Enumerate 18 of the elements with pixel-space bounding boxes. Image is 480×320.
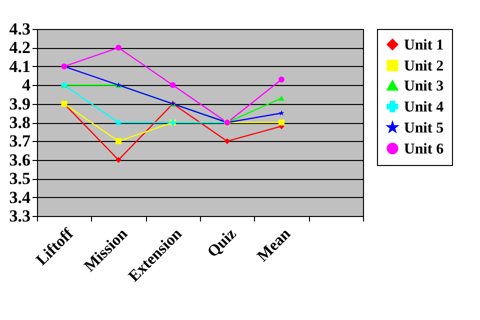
y-tick-label: 3.8	[9, 113, 30, 132]
legend-label: Unit 1	[404, 38, 444, 54]
y-tick-label: 3.6	[9, 150, 30, 170]
y-tick-label: 4.1	[9, 56, 30, 76]
y-tick-label: 3.3	[9, 206, 30, 226]
y-tick-label: 3.7	[9, 132, 31, 151]
y-tick-label: 4.3	[9, 20, 30, 38]
legend-label: Unit 6	[404, 142, 444, 158]
y-tick-label: 4	[22, 76, 31, 95]
legend-label: Unit 5	[404, 120, 444, 136]
y-tick-label: 3.9	[9, 94, 30, 114]
legend-label: Unit 3	[404, 78, 444, 94]
y-tick-label: 4.2	[9, 38, 30, 58]
y-tick-label: 3.4	[9, 188, 31, 207]
x-tick-label: Quiz	[204, 226, 240, 261]
legend-label: Unit 4	[404, 100, 444, 116]
y-tick-label: 3.5	[9, 169, 30, 188]
legend-label: Unit 2	[404, 58, 444, 74]
